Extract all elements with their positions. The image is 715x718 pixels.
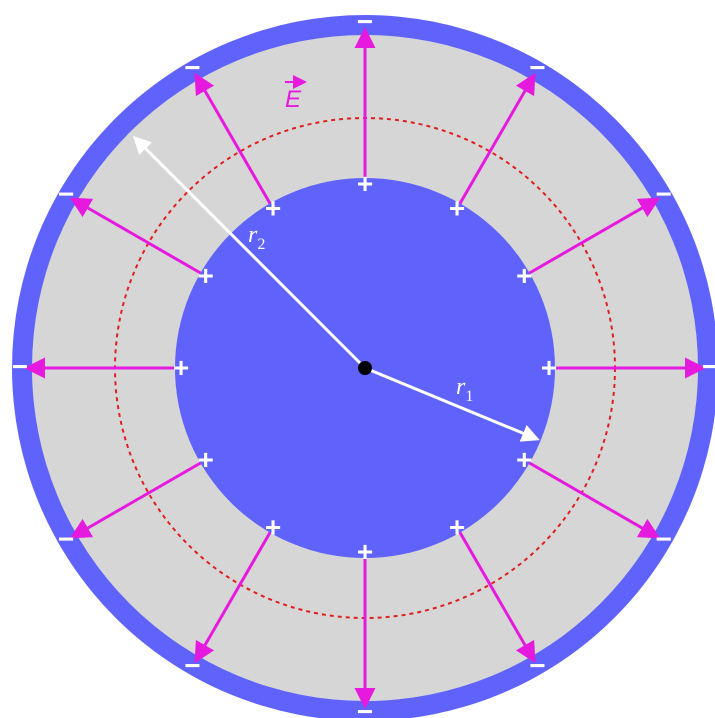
outer-charge-minus: − xyxy=(12,351,28,382)
field-arrow xyxy=(69,461,202,539)
outer-charge-minus: − xyxy=(656,524,672,555)
field-label-text: E xyxy=(285,86,302,113)
inner-charge-plus: + xyxy=(265,511,281,542)
field-arrow xyxy=(69,197,202,275)
inner-charge-plus: + xyxy=(173,352,189,383)
outer-charge-minus: − xyxy=(529,52,545,83)
radius-r1-arrow xyxy=(364,366,540,442)
field-arrow xyxy=(458,72,536,205)
inner-charge-plus: + xyxy=(516,260,532,291)
field-arrow xyxy=(458,531,536,664)
field-arrows xyxy=(24,27,706,709)
label-r2-base: r xyxy=(248,222,258,248)
outer-charge-minus: − xyxy=(58,179,74,210)
field-arrow xyxy=(194,72,272,205)
outer-charges: − − − − − − − − − − − − xyxy=(12,6,715,718)
label-r1-base: r xyxy=(456,374,466,400)
field-arrow xyxy=(194,531,272,664)
outer-charge-minus: − xyxy=(357,696,373,718)
inner-charge-plus: + xyxy=(449,511,465,542)
inner-charge-plus: + xyxy=(357,536,373,567)
inner-charge-plus: + xyxy=(541,352,557,383)
outer-charge-minus: − xyxy=(529,650,545,681)
label-r1: r1 xyxy=(456,374,473,405)
center-dot xyxy=(358,361,372,375)
outer-charge-minus: − xyxy=(656,179,672,210)
label-r2: r2 xyxy=(248,222,265,253)
inner-charge-plus: + xyxy=(198,260,214,291)
radius-r2-arrow xyxy=(132,135,367,370)
inner-charge-plus: + xyxy=(449,193,465,224)
field-label-E: E xyxy=(285,75,307,113)
outer-charge-minus: − xyxy=(184,52,200,83)
outer-charge-minus: − xyxy=(357,6,373,37)
outer-charge-minus: − xyxy=(184,650,200,681)
label-r1-sub: 1 xyxy=(465,388,473,405)
inner-charges: + + + + + + + + + + + + xyxy=(173,168,557,567)
field-arrow xyxy=(528,461,661,539)
inner-charge-plus: + xyxy=(516,444,532,475)
inner-charge-plus: + xyxy=(265,193,281,224)
label-r2-sub: 2 xyxy=(257,236,265,253)
inner-charge-plus: + xyxy=(357,168,373,199)
outer-charge-minus: − xyxy=(58,524,74,555)
outer-charge-minus: − xyxy=(702,351,715,382)
inner-charge-plus: + xyxy=(198,444,214,475)
field-arrow xyxy=(528,197,661,275)
